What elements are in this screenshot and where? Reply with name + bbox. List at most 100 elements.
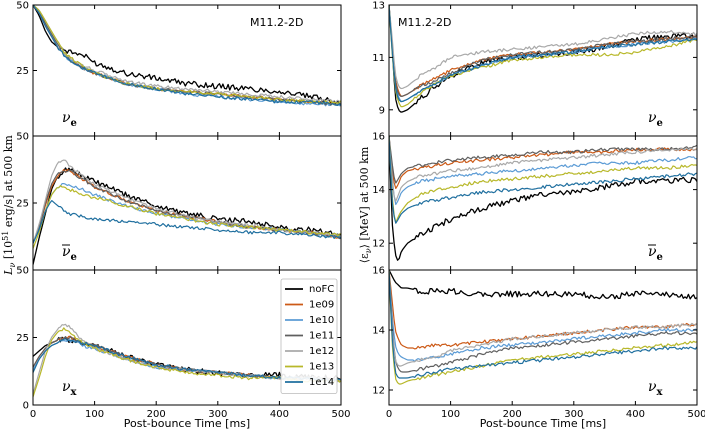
- series-group-Enuebar: [389, 135, 697, 261]
- x-tick-label: 300: [208, 409, 227, 420]
- x-axis-label-left: Post-bounce Time [ms]: [124, 417, 250, 430]
- y-tick-label: 11: [372, 53, 385, 64]
- y-tick-label: 25: [16, 333, 29, 344]
- y-tick-label: 16: [372, 132, 385, 143]
- legend-label-noFC: noFC: [309, 284, 334, 295]
- panel-Lnue: 25 50 νe: [16, 1, 342, 137]
- series-line-Enue-1e11: [389, 5, 697, 97]
- species-label-Lnuebar: νe: [62, 244, 77, 263]
- species-symbol: ν: [648, 244, 657, 260]
- legend-label-1e13: 1e13: [309, 362, 334, 373]
- panel-frame-Enux: [388, 269, 698, 406]
- species-subscript: e: [657, 252, 663, 263]
- y-tick-label: 50: [16, 1, 29, 12]
- y-tick-label: 50: [16, 132, 29, 143]
- species-subscript: e: [657, 118, 663, 129]
- species-subscript: x: [71, 387, 78, 398]
- legend-label-1e12: 1e12: [309, 346, 334, 357]
- series-line-Enux-noFC: [389, 269, 697, 300]
- species-label-Lnux: νx: [62, 379, 78, 398]
- series-line-Lnue-1e13: [33, 5, 341, 104]
- series-line-Lnue-noFC: [33, 5, 341, 105]
- species-subscript: e: [71, 252, 77, 263]
- panel-Enuebar: 12 14 16 νe: [372, 132, 698, 271]
- ylabel-right-end: ⟩ [MeV] at 500 km: [358, 146, 371, 248]
- series-line-Enuebar-1e09: [389, 135, 697, 189]
- series-group-Lnuebar: [33, 159, 341, 265]
- species-symbol: ν: [62, 110, 71, 126]
- series-line-Enue-1e12: [389, 5, 697, 90]
- series-group-Lnue: [33, 5, 341, 107]
- series-group-Enux: [389, 269, 697, 385]
- x-tick-label: 200: [503, 409, 522, 420]
- ylabel-left-end: erg/s] at 500 km: [2, 135, 15, 231]
- legend-label-1e14: 1e14: [309, 377, 334, 388]
- y-axis-label-left: Lν [1051 erg/s] at 500 km: [1, 135, 17, 276]
- series-line-Enux-1e11: [389, 269, 697, 373]
- series-line-Enux-1e14: [389, 269, 697, 379]
- x-tick-label: 400: [270, 409, 289, 420]
- x-axis-label-right: Post-bounce Time [ms]: [480, 417, 606, 430]
- ylabel-left-L: L: [2, 268, 15, 276]
- series-line-Enue-noFC: [389, 5, 697, 113]
- series-line-Lnue-1e14: [33, 5, 341, 106]
- x-tick-label: 0: [386, 409, 392, 420]
- species-label-Lnue: νe: [62, 110, 77, 129]
- series-line-Lnuebar-1e14: [33, 200, 341, 244]
- species-symbol: ν: [648, 379, 657, 395]
- series-line-Enuebar-1e13: [389, 135, 697, 224]
- x-tick-label: 500: [331, 409, 350, 420]
- legend-label-1e10: 1e10: [309, 315, 334, 326]
- species-subscript: x: [657, 387, 664, 398]
- species-label-Enue: νe: [648, 110, 663, 129]
- x-tick-label: 500: [687, 409, 705, 420]
- series-line-Enuebar-1e11: [389, 135, 697, 184]
- legend-label-1e09: 1e09: [309, 300, 334, 311]
- x-tick-label: 100: [85, 409, 104, 420]
- y-tick-label: 12: [372, 386, 385, 397]
- series-line-Enue-1e14: [389, 5, 697, 103]
- series-line-Enuebar-1e10: [389, 135, 697, 206]
- y-tick-label: 0: [23, 401, 29, 412]
- panel-Enux: 12 14 16 0 100 200 300 400 500 νx: [372, 266, 705, 421]
- legend: noFC 1e09 1e10 1e11 1e12 1e13 1e14: [280, 278, 338, 394]
- text-layer: Post-bounce Time [ms] Post-bounce Time […: [1, 16, 606, 430]
- series-line-Lnuebar-1e09: [33, 168, 341, 244]
- ylabel-left-sub: ν: [8, 263, 17, 268]
- panel-Lnuebar: 25 50 νe: [16, 132, 342, 271]
- series-line-Enux-1e13: [389, 269, 697, 385]
- species-symbol: ν: [62, 244, 71, 260]
- panel-Enue: 9 11 13 νe: [372, 1, 698, 137]
- y-tick-label: 12: [372, 239, 385, 250]
- y-tick-label: 14: [372, 326, 385, 337]
- series-line-Enux-1e09: [389, 269, 697, 350]
- x-tick-label: 300: [564, 409, 583, 420]
- legend-box: [280, 278, 338, 394]
- species-subscript: e: [71, 118, 77, 129]
- ylabel-right-open: ⟨ε: [358, 253, 371, 263]
- y-tick-label: 14: [372, 185, 385, 196]
- ylabel-left-exp: 51: [1, 231, 10, 241]
- model-label-right: M11.2-2D: [398, 16, 451, 29]
- y-tick-label: 25: [16, 199, 29, 210]
- y-tick-label: 9: [379, 105, 385, 116]
- species-label-Enux: νx: [648, 379, 664, 398]
- panel-frame-Lnuebar: [32, 135, 342, 271]
- series-line-Enux-1e12: [389, 269, 697, 367]
- y-tick-label: 25: [16, 66, 29, 77]
- x-tick-label: 100: [441, 409, 460, 420]
- y-tick-label: 16: [372, 266, 385, 277]
- series-line-Lnuebar-1e10: [33, 183, 341, 244]
- legend-label-1e11: 1e11: [309, 331, 334, 342]
- x-tick-label: 0: [30, 409, 36, 420]
- model-label-left: M11.2-2D: [250, 16, 303, 29]
- ylabel-left-rest: [10: [2, 241, 15, 263]
- y-tick-label: 13: [372, 1, 385, 12]
- species-symbol: ν: [648, 110, 657, 126]
- series-line-Enuebar-1e14: [389, 135, 697, 224]
- y-tick-label: 50: [16, 266, 29, 277]
- species-label-Enuebar: νe: [648, 244, 663, 263]
- species-symbol: ν: [62, 379, 71, 395]
